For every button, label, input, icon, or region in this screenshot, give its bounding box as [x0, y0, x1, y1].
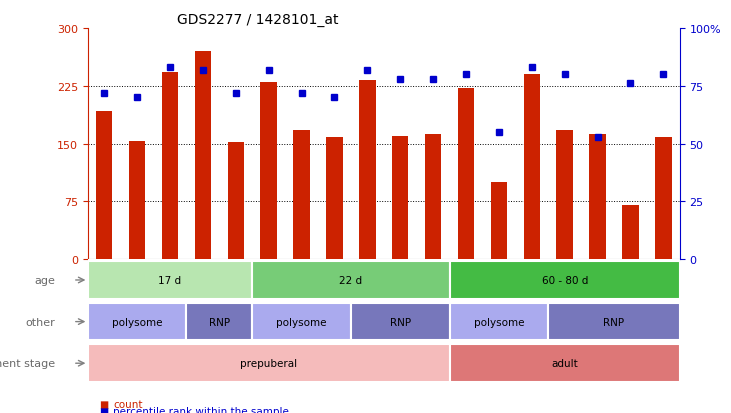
Text: other: other — [26, 317, 55, 327]
Text: age: age — [34, 275, 55, 285]
Bar — [556, 131, 573, 259]
Text: ■: ■ — [99, 399, 108, 409]
Bar — [622, 206, 639, 259]
Text: 60 - 80 d: 60 - 80 d — [542, 275, 588, 285]
Bar — [162, 73, 178, 259]
Bar — [186, 303, 252, 340]
Text: polysome: polysome — [112, 317, 162, 327]
Text: 22 d: 22 d — [339, 275, 363, 285]
Text: count: count — [113, 399, 143, 409]
Text: polysome: polysome — [474, 317, 524, 327]
Text: adult: adult — [551, 358, 578, 368]
Text: RNP: RNP — [209, 317, 230, 327]
Bar — [450, 303, 548, 340]
Text: ■: ■ — [99, 406, 108, 413]
Bar — [129, 142, 145, 259]
Bar — [548, 303, 680, 340]
Text: 17 d: 17 d — [159, 275, 181, 285]
Bar — [252, 303, 351, 340]
Text: development stage: development stage — [0, 358, 55, 368]
Bar — [227, 142, 244, 259]
Bar — [425, 134, 442, 259]
Bar — [88, 345, 450, 382]
Bar — [96, 112, 113, 259]
Bar — [293, 131, 310, 259]
Text: polysome: polysome — [276, 317, 327, 327]
Bar — [88, 303, 186, 340]
Text: GDS2277 / 1428101_at: GDS2277 / 1428101_at — [177, 12, 338, 26]
Bar — [194, 52, 211, 259]
Text: percentile rank within the sample: percentile rank within the sample — [113, 406, 289, 413]
Bar — [88, 261, 252, 299]
Bar — [458, 89, 474, 259]
Bar — [252, 261, 450, 299]
Bar — [351, 303, 450, 340]
Bar — [359, 81, 376, 259]
Text: RNP: RNP — [390, 317, 411, 327]
Bar — [392, 137, 409, 259]
Bar — [523, 75, 540, 259]
Bar — [260, 83, 277, 259]
Bar — [655, 138, 672, 259]
Bar — [450, 345, 680, 382]
Bar — [326, 138, 343, 259]
Bar — [450, 261, 680, 299]
Text: prepuberal: prepuberal — [240, 358, 298, 368]
Bar — [589, 135, 606, 259]
Bar — [491, 183, 507, 259]
Text: RNP: RNP — [604, 317, 624, 327]
